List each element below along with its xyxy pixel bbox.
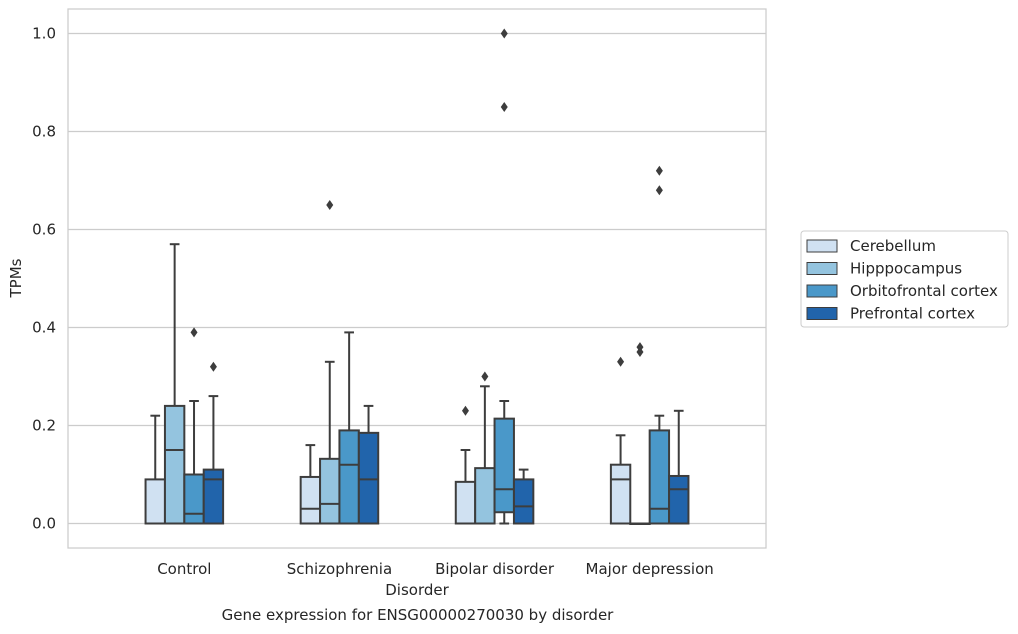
x-tick-label: Bipolar disorder	[435, 560, 555, 578]
legend-swatch	[806, 239, 838, 253]
box-prefrontal-cortex	[357, 404, 380, 525]
box-cerebellum	[299, 444, 322, 525]
outlier-point	[655, 185, 663, 196]
box-hipppocampus	[163, 243, 186, 525]
outlier-point	[500, 102, 508, 112]
x-tick-label: Schizophrenia	[287, 560, 392, 578]
chart-caption: Gene expression for ENSG00000270030 by d…	[221, 606, 614, 624]
box-body	[183, 473, 205, 525]
outlier-point	[617, 356, 625, 367]
y-tick-label: 1.0	[32, 25, 56, 43]
outlier-point	[481, 371, 489, 382]
box-body	[512, 478, 535, 525]
x-tick-label: Major depression	[586, 560, 714, 578]
box-cerebellum	[609, 356, 632, 525]
box-prefrontal-cortex	[512, 468, 535, 525]
box-prefrontal-cortex	[202, 361, 225, 525]
x-tick-labels: Control Schizophrenia Bipolar disorder Majo…	[157, 560, 714, 578]
outlier-point	[636, 342, 644, 353]
outlier-point	[500, 28, 508, 39]
y-tick-label: 0.2	[32, 417, 56, 435]
box-cerebellum	[454, 405, 477, 525]
legend-label: Cerebellum	[850, 237, 936, 255]
box-hipppocampus	[629, 342, 651, 525]
outlier-point	[190, 327, 198, 338]
outlier-point	[209, 361, 217, 372]
box-body	[668, 474, 690, 525]
y-tick-label: 0.8	[32, 123, 56, 141]
legend-frame	[800, 230, 1009, 328]
plot-frame	[67, 8, 767, 549]
legend-label: Hipppocampus	[850, 260, 962, 278]
box-body	[454, 480, 477, 525]
box-body	[338, 429, 360, 525]
x-axis-label: Disorder	[385, 581, 449, 599]
box-body	[202, 468, 225, 525]
box-orbitofrontal-cortex	[493, 28, 515, 525]
y-tick-label: 0.4	[32, 319, 56, 337]
box-body	[493, 417, 515, 514]
box-orbitofrontal-cortex	[338, 331, 360, 525]
outlier-point	[655, 165, 663, 176]
y-tick-label: 0.0	[32, 515, 56, 533]
box-body	[299, 475, 322, 525]
legend-label: Prefrontal cortex	[850, 305, 975, 323]
box-body	[144, 478, 166, 525]
legend-swatch	[806, 262, 838, 275]
x-tick-label: Control	[157, 560, 211, 578]
legend-swatch	[806, 284, 838, 298]
box-cerebellum	[144, 414, 166, 525]
legend-swatch	[806, 307, 838, 320]
legend: Cerebellum Hipppocampus Orbitofrontal cort…	[800, 230, 1009, 328]
box-prefrontal-cortex	[668, 409, 690, 525]
box-body	[357, 431, 380, 525]
outlier-point	[326, 200, 334, 210]
box-orbitofrontal-cortex	[183, 327, 205, 525]
boxes	[144, 28, 690, 525]
y-tick-label: 0.6	[32, 221, 56, 239]
box-body	[319, 457, 341, 525]
outlier-point	[461, 405, 469, 416]
box-body	[609, 463, 632, 525]
y-axis-label: TPMs	[7, 258, 25, 298]
legend-label: Orbitofrontal cortex	[850, 282, 998, 300]
box-body	[163, 404, 186, 525]
box-body	[474, 467, 496, 525]
y-tick-labels: 0.0 0.2 0.4 0.6 0.8 1.0	[32, 25, 56, 533]
